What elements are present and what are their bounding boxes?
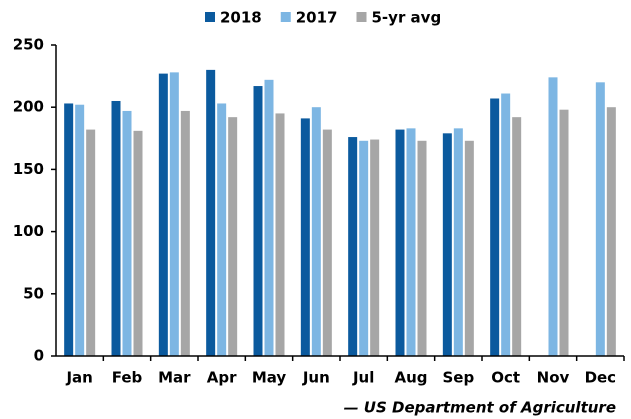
bar — [395, 129, 405, 356]
legend-label: 2018 — [220, 9, 262, 27]
bar — [442, 133, 452, 356]
bar — [595, 82, 605, 356]
bar — [133, 130, 143, 356]
bar — [512, 117, 522, 356]
bar — [158, 73, 168, 356]
y-tick-label: 200 — [13, 98, 44, 116]
source-note: — US Department of Agriculture — [344, 399, 616, 417]
bar — [370, 139, 380, 356]
bar — [169, 72, 179, 357]
legend-swatch — [280, 12, 291, 22]
bar — [228, 117, 238, 356]
x-tick-label: May — [252, 369, 287, 387]
bar — [606, 107, 616, 356]
bar — [453, 128, 463, 356]
x-tick-label: Feb — [112, 369, 143, 387]
x-tick-label: Oct — [491, 369, 520, 387]
y-tick-label: 250 — [13, 36, 44, 54]
bar — [501, 93, 511, 357]
y-tick-label: 0 — [34, 347, 44, 365]
bar — [322, 129, 332, 356]
y-tick-label: 100 — [13, 222, 44, 240]
bar — [253, 86, 263, 356]
x-tick-label: Aug — [394, 369, 427, 387]
bar — [359, 140, 369, 356]
bar — [464, 140, 474, 356]
bar — [217, 103, 227, 356]
legend-swatch — [205, 12, 215, 22]
bar — [311, 107, 321, 356]
bar — [417, 140, 427, 356]
bar — [75, 104, 85, 356]
bar — [122, 110, 132, 356]
bar — [275, 113, 285, 356]
x-tick-label: Mar — [158, 369, 191, 387]
bar — [180, 110, 190, 356]
bar — [111, 100, 121, 356]
x-tick-label: Jan — [65, 369, 92, 387]
bar — [86, 129, 96, 356]
y-tick-label: 50 — [23, 284, 44, 302]
x-tick-label: Nov — [537, 369, 570, 387]
y-tick-label: 150 — [13, 160, 44, 178]
legend-swatch — [356, 12, 367, 22]
bar — [548, 77, 558, 357]
x-tick-label: Jun — [302, 369, 330, 387]
legend-label: 2017 — [296, 9, 338, 27]
bar — [264, 79, 274, 356]
bar — [206, 69, 216, 356]
bar — [490, 98, 500, 356]
bar — [348, 137, 358, 356]
bar — [300, 118, 310, 356]
x-tick-label: Jul — [352, 369, 374, 387]
x-tick-label: Sep — [442, 369, 474, 387]
x-tick-label: Dec — [585, 369, 617, 387]
bar — [406, 128, 416, 356]
bar — [559, 109, 569, 356]
legend-label: 5-yr avg — [372, 9, 442, 27]
bar — [64, 103, 74, 356]
x-tick-label: Apr — [207, 369, 237, 387]
